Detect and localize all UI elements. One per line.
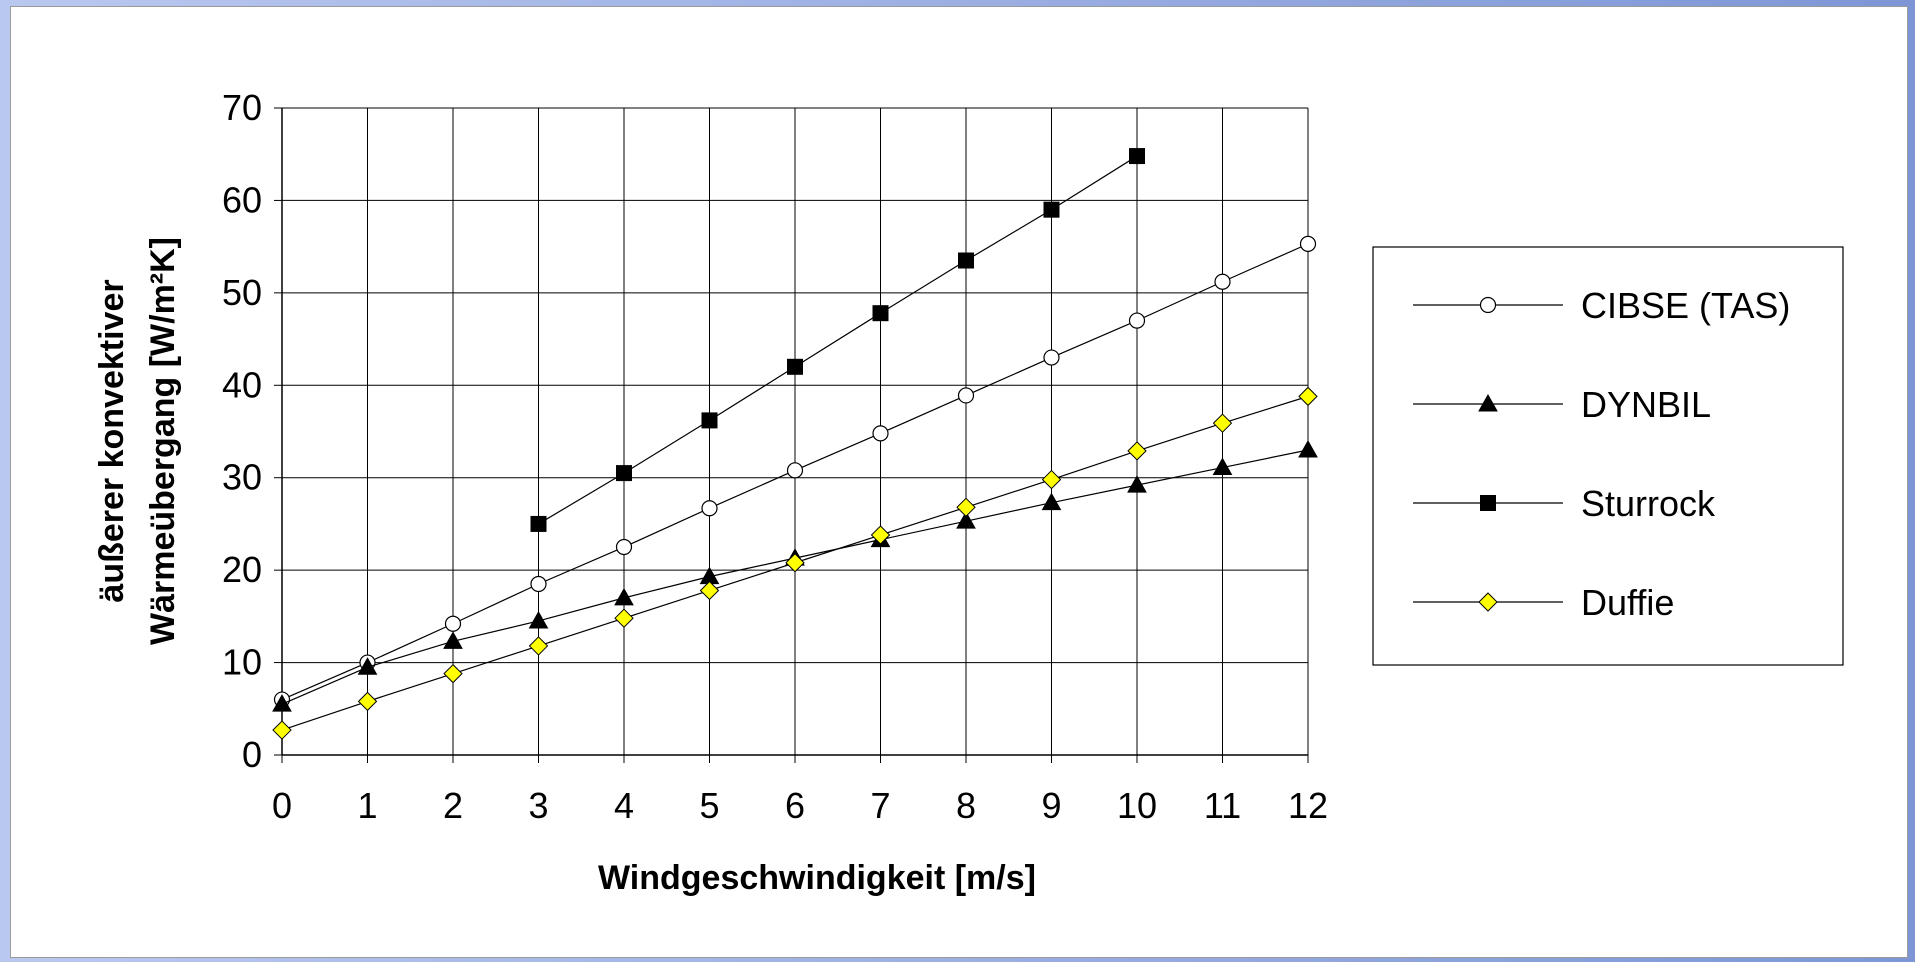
legend-label: DYNBIL [1581,384,1711,425]
legend-box [1372,246,1844,666]
x-tick-label: 9 [1041,785,1061,826]
legend-label: CIBSE (TAS) [1581,285,1790,326]
data-point [616,465,632,482]
y-tick-label: 0 [242,734,262,775]
data-point [699,580,720,601]
series-layer [272,148,1318,740]
series-line [538,155,1138,525]
legend-label: Sturrock [1581,483,1716,524]
data-point [957,387,975,404]
data-point [1298,386,1318,407]
y-tick-label: 10 [222,642,262,683]
legend-marker [1478,393,1498,412]
x-tick-label: 7 [870,785,890,826]
data-point [357,657,378,675]
data-point [786,462,804,479]
data-point [1214,273,1231,290]
data-point [1212,457,1233,476]
legend-marker [1478,592,1498,612]
x-axis-title: Windgeschwindigkeit [m/s] [598,859,1036,897]
data-point [528,636,549,656]
legend-label: Duffie [1581,582,1674,623]
legend-marker [1479,296,1497,314]
data-point [614,608,634,628]
data-point [1127,441,1147,461]
x-tick-label: 12 [1288,785,1328,826]
data-point [870,525,891,545]
x-tick-label: 5 [699,785,719,826]
data-point [1041,469,1062,490]
data-point [958,252,974,269]
data-point [1041,492,1062,511]
data-point [443,631,463,649]
y-tick-label: 50 [222,272,262,313]
data-point [1043,349,1060,366]
data-point [1127,475,1147,493]
y-tick-label: 70 [222,87,262,128]
x-tick-label: 3 [528,785,548,826]
data-point [1299,235,1317,252]
data-point [528,610,549,629]
legend-entry: CIBSE (TAS) [1413,285,1790,326]
data-point [614,587,634,606]
x-tick-label: 8 [956,785,976,826]
legend: CIBSE (TAS) DYNBIL Sturrock Duffie [1372,246,1844,666]
series-3 [272,386,1318,740]
data-point [1128,312,1146,329]
data-point [956,497,976,517]
x-tick-label: 10 [1117,785,1157,826]
x-tick-label: 1 [357,785,377,826]
data-point [701,412,718,429]
data-point [615,538,633,556]
data-point [785,553,805,573]
y-tick-label: 60 [222,179,262,220]
data-point [357,691,378,712]
data-point [530,575,547,593]
x-tick-label: 4 [614,785,634,826]
data-point [872,305,889,322]
y-axis-title-line1: äußerer konvektiver [93,279,131,602]
data-point [956,511,976,529]
y-tick-label: 20 [222,549,262,590]
legend-entry: Sturrock [1413,483,1716,524]
grid-layer [274,107,1309,763]
data-point [444,615,462,632]
data-point [443,663,463,684]
data-point [272,694,292,712]
chart-frame: 0 10 20 30 40 50 60 70 0 1 2 3 4 5 6 7 8 9 10 11 12 Windgesc… [10,6,1908,958]
y-axis-title-line2: Wärmeübergang [W/m²K] [144,237,182,645]
x-tick-label: 2 [443,785,463,826]
y-tick-label: 40 [222,364,262,405]
series-2 [530,148,1145,532]
legend-marker [1480,495,1496,511]
x-tick-label: 0 [272,785,292,826]
data-point [1129,148,1145,165]
data-point [701,500,718,517]
data-point [1298,439,1318,458]
data-point [530,515,547,532]
x-tick-label: 6 [785,785,805,826]
series-0 [273,235,1317,708]
y-tick-label: 30 [222,457,262,498]
legend-entry: Duffie [1413,582,1674,623]
data-point [787,358,803,375]
data-point [872,425,889,442]
legend-entry: DYNBIL [1413,384,1711,425]
data-point [1043,201,1060,218]
data-point [1212,413,1233,433]
x-tick-label: 11 [1204,785,1241,826]
data-point [272,720,292,740]
